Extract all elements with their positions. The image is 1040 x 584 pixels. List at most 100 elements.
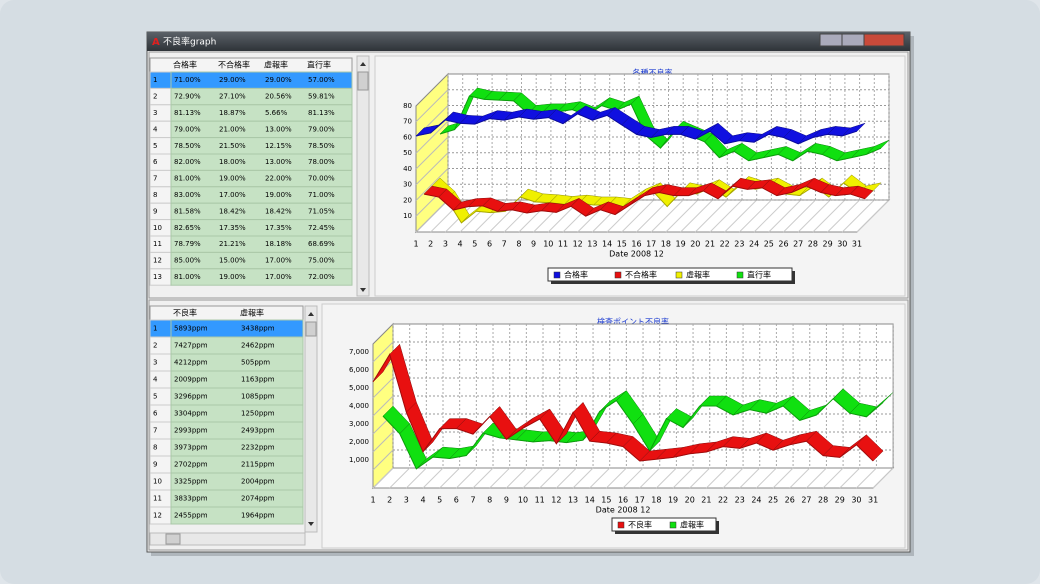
cell: 2115ppm bbox=[241, 461, 275, 469]
x-tick-label: 16 bbox=[631, 240, 641, 249]
scrollbar[interactable] bbox=[356, 55, 370, 297]
cell: 7427ppm bbox=[174, 342, 208, 350]
y-tick-label: 80 bbox=[403, 102, 412, 110]
floor-hatch bbox=[822, 467, 844, 489]
minimize-button[interactable] bbox=[819, 33, 843, 47]
cell: 21.21% bbox=[219, 240, 246, 248]
x-tick-label: 10 bbox=[518, 496, 528, 505]
scroll-thumb[interactable] bbox=[305, 321, 317, 337]
x-tick-label: 21 bbox=[705, 240, 715, 249]
row-number: 13 bbox=[153, 273, 162, 281]
cell: 71.05% bbox=[308, 207, 335, 215]
x-tick-label: 28 bbox=[818, 496, 828, 505]
x-tick-label: 9 bbox=[504, 496, 509, 505]
floor-hatch bbox=[756, 467, 777, 489]
cell: 2493ppm bbox=[241, 427, 275, 435]
row-number: 2 bbox=[153, 342, 157, 350]
x-tick-label: 30 bbox=[837, 240, 847, 249]
x-tick-label: 2 bbox=[387, 496, 392, 505]
x-tick-label: 16 bbox=[618, 496, 628, 505]
y-tick-label: 10 bbox=[403, 212, 412, 220]
floor-hatch bbox=[606, 467, 627, 489]
row-number: 5 bbox=[153, 142, 157, 150]
x-tick-label: 17 bbox=[646, 240, 656, 249]
cell: 2702ppm bbox=[174, 461, 208, 469]
wall-grid bbox=[415, 199, 449, 233]
cell: 81.13% bbox=[174, 109, 201, 117]
wall-grid bbox=[415, 168, 449, 201]
row-number: 5 bbox=[153, 393, 157, 401]
cell: 85.00% bbox=[174, 257, 201, 265]
x-tick-label: 1 bbox=[370, 496, 375, 505]
cell: 5893ppm bbox=[174, 325, 208, 333]
x-tick-label: 19 bbox=[668, 496, 678, 505]
x-tick-label: 26 bbox=[785, 496, 795, 505]
x-tick-label: 30 bbox=[851, 496, 861, 505]
floor-hatch bbox=[589, 467, 611, 489]
wall-grid bbox=[415, 89, 449, 123]
cell: 78.00% bbox=[308, 158, 335, 166]
floor-hatch bbox=[522, 467, 544, 489]
y-tick-label: 7,000 bbox=[349, 348, 369, 356]
row[interactable] bbox=[170, 506, 304, 525]
floor-hatch bbox=[455, 467, 477, 489]
cell: 1163ppm bbox=[241, 376, 275, 384]
cell: 29.00% bbox=[265, 76, 292, 84]
cell: 81.00% bbox=[174, 273, 201, 281]
series-line bbox=[439, 95, 882, 162]
x-tick-label: 8 bbox=[516, 240, 521, 249]
x-tick-label: 14 bbox=[602, 240, 612, 249]
h-scroll-thumb[interactable] bbox=[165, 533, 181, 545]
cell: 78.50% bbox=[308, 142, 335, 150]
floor-hatch bbox=[636, 199, 669, 233]
maximize-button[interactable] bbox=[841, 33, 865, 47]
cell: 22.00% bbox=[265, 175, 292, 183]
cell: 17.35% bbox=[219, 224, 246, 232]
x-tick-label: 12 bbox=[551, 496, 561, 505]
cell: 57.00% bbox=[308, 76, 335, 84]
wall-grid bbox=[372, 341, 394, 363]
x-tick-label: 24 bbox=[751, 496, 761, 505]
x-tick-label: 24 bbox=[749, 240, 759, 249]
floor-hatch bbox=[422, 467, 444, 489]
row-number: 3 bbox=[153, 359, 157, 367]
x-tick-label: 4 bbox=[458, 240, 463, 249]
x-tick-label: 19 bbox=[676, 240, 686, 249]
x-tick-label: 4 bbox=[420, 496, 425, 505]
floor-hatch bbox=[405, 467, 427, 489]
x-tick-label: 18 bbox=[651, 496, 661, 505]
scroll-thumb[interactable] bbox=[357, 71, 369, 91]
cell: 29.00% bbox=[219, 76, 246, 84]
floor-hatch bbox=[680, 199, 713, 233]
close-button[interactable] bbox=[863, 33, 905, 47]
cell: 17.00% bbox=[219, 191, 246, 199]
x-tick-label: 23 bbox=[734, 240, 744, 249]
legend-swatch bbox=[675, 271, 683, 279]
legend-label: 不良率 bbox=[628, 520, 652, 530]
floor-hatch bbox=[556, 467, 577, 489]
cell: 82.00% bbox=[174, 158, 201, 166]
floor-hatch bbox=[472, 467, 494, 489]
cell: 27.10% bbox=[219, 93, 246, 101]
column-header: 虚報率 bbox=[240, 308, 264, 318]
cell: 1964ppm bbox=[241, 512, 275, 520]
wall-grid bbox=[415, 120, 449, 154]
y-tick-label: 3,000 bbox=[349, 420, 369, 428]
series-line bbox=[415, 113, 858, 145]
legend-label: 直行率 bbox=[747, 270, 771, 280]
scrollbar[interactable] bbox=[304, 305, 318, 533]
x-tick-label: 1 bbox=[413, 240, 418, 249]
h-scrollbar[interactable] bbox=[149, 532, 306, 546]
x-tick-label: 11 bbox=[535, 496, 545, 505]
row[interactable] bbox=[170, 268, 353, 286]
chart-title: 検査ポイント不良率 bbox=[597, 317, 669, 327]
app-icon: A bbox=[152, 37, 160, 48]
wall-grid bbox=[415, 152, 449, 186]
x-tick-label: 13 bbox=[587, 240, 597, 249]
wall-grid bbox=[372, 449, 394, 471]
x-tick-label: 25 bbox=[768, 496, 778, 505]
row-number: 7 bbox=[153, 427, 157, 435]
cell: 1085ppm bbox=[241, 393, 275, 401]
x-tick-label: 29 bbox=[835, 496, 845, 505]
